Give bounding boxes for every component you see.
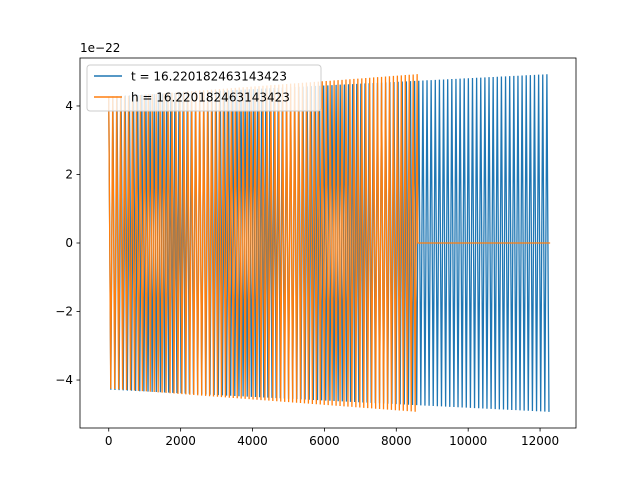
legend-box (86, 64, 322, 112)
x-tick-label: 2000 (165, 434, 196, 448)
x-tick-label: 6000 (309, 434, 340, 448)
y-tick-label: −2 (55, 305, 73, 319)
x-tick-label: 0 (105, 434, 113, 448)
x-tick-label: 4000 (237, 434, 268, 448)
y-tick-label: −4 (55, 373, 73, 387)
y-tick-label: 2 (65, 167, 73, 181)
legend-label-t: t = 16.220182463143423 (131, 70, 287, 84)
legend-label-h: h = 16.220182463143423 (131, 91, 290, 105)
y-tick-label: 0 (65, 236, 73, 250)
x-tick-label: 10000 (449, 434, 487, 448)
x-tick-label: 8000 (381, 434, 412, 448)
y-tick-label: 4 (65, 99, 73, 113)
x-tick-label: 12000 (521, 434, 559, 448)
y-axis-ticks: −4 −2 0 2 4 (55, 99, 80, 387)
series-line-1 (108, 74, 551, 412)
y-offset-label: 1e−22 (80, 41, 120, 55)
plot-series-layer (108, 74, 551, 412)
legend: t = 16.220182463143423 h = 16.2201824631… (86, 64, 322, 112)
x-axis-ticks: 0 2000 4000 6000 8000 10000 12000 (105, 428, 559, 448)
